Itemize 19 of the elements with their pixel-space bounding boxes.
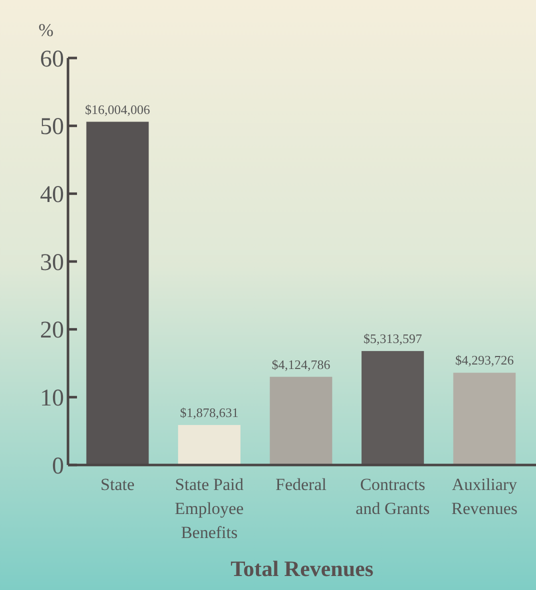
y-tick-label: 50 xyxy=(40,114,64,140)
x-tick-label: State Paid Employee Benefits xyxy=(174,475,244,542)
text: Total Revenues xyxy=(230,556,374,581)
x-tick-label: Contracts and Grants xyxy=(356,475,430,518)
annotation: $4,293,726 xyxy=(455,352,514,368)
x-tick-label: State xyxy=(100,475,135,494)
y-tick-label: 30 xyxy=(40,250,64,276)
x-tick-label: Auxiliary Revenues xyxy=(451,475,518,518)
y-tick-label: 10 xyxy=(40,386,64,412)
annotation: $16,004,006 xyxy=(85,102,151,117)
y-tick-label: 20 xyxy=(40,318,64,344)
annotation: $4,124,786 xyxy=(272,356,331,372)
y-tick-label: 40 xyxy=(40,182,64,208)
annotation: $5,313,597 xyxy=(363,331,422,346)
x-tick-label: Federal xyxy=(276,475,327,494)
y-tick-label: 0 xyxy=(52,453,64,480)
annotation: $1,878,631 xyxy=(180,404,239,420)
y-tick-label: 60 xyxy=(40,46,64,72)
y-axis-title: % xyxy=(38,20,54,40)
